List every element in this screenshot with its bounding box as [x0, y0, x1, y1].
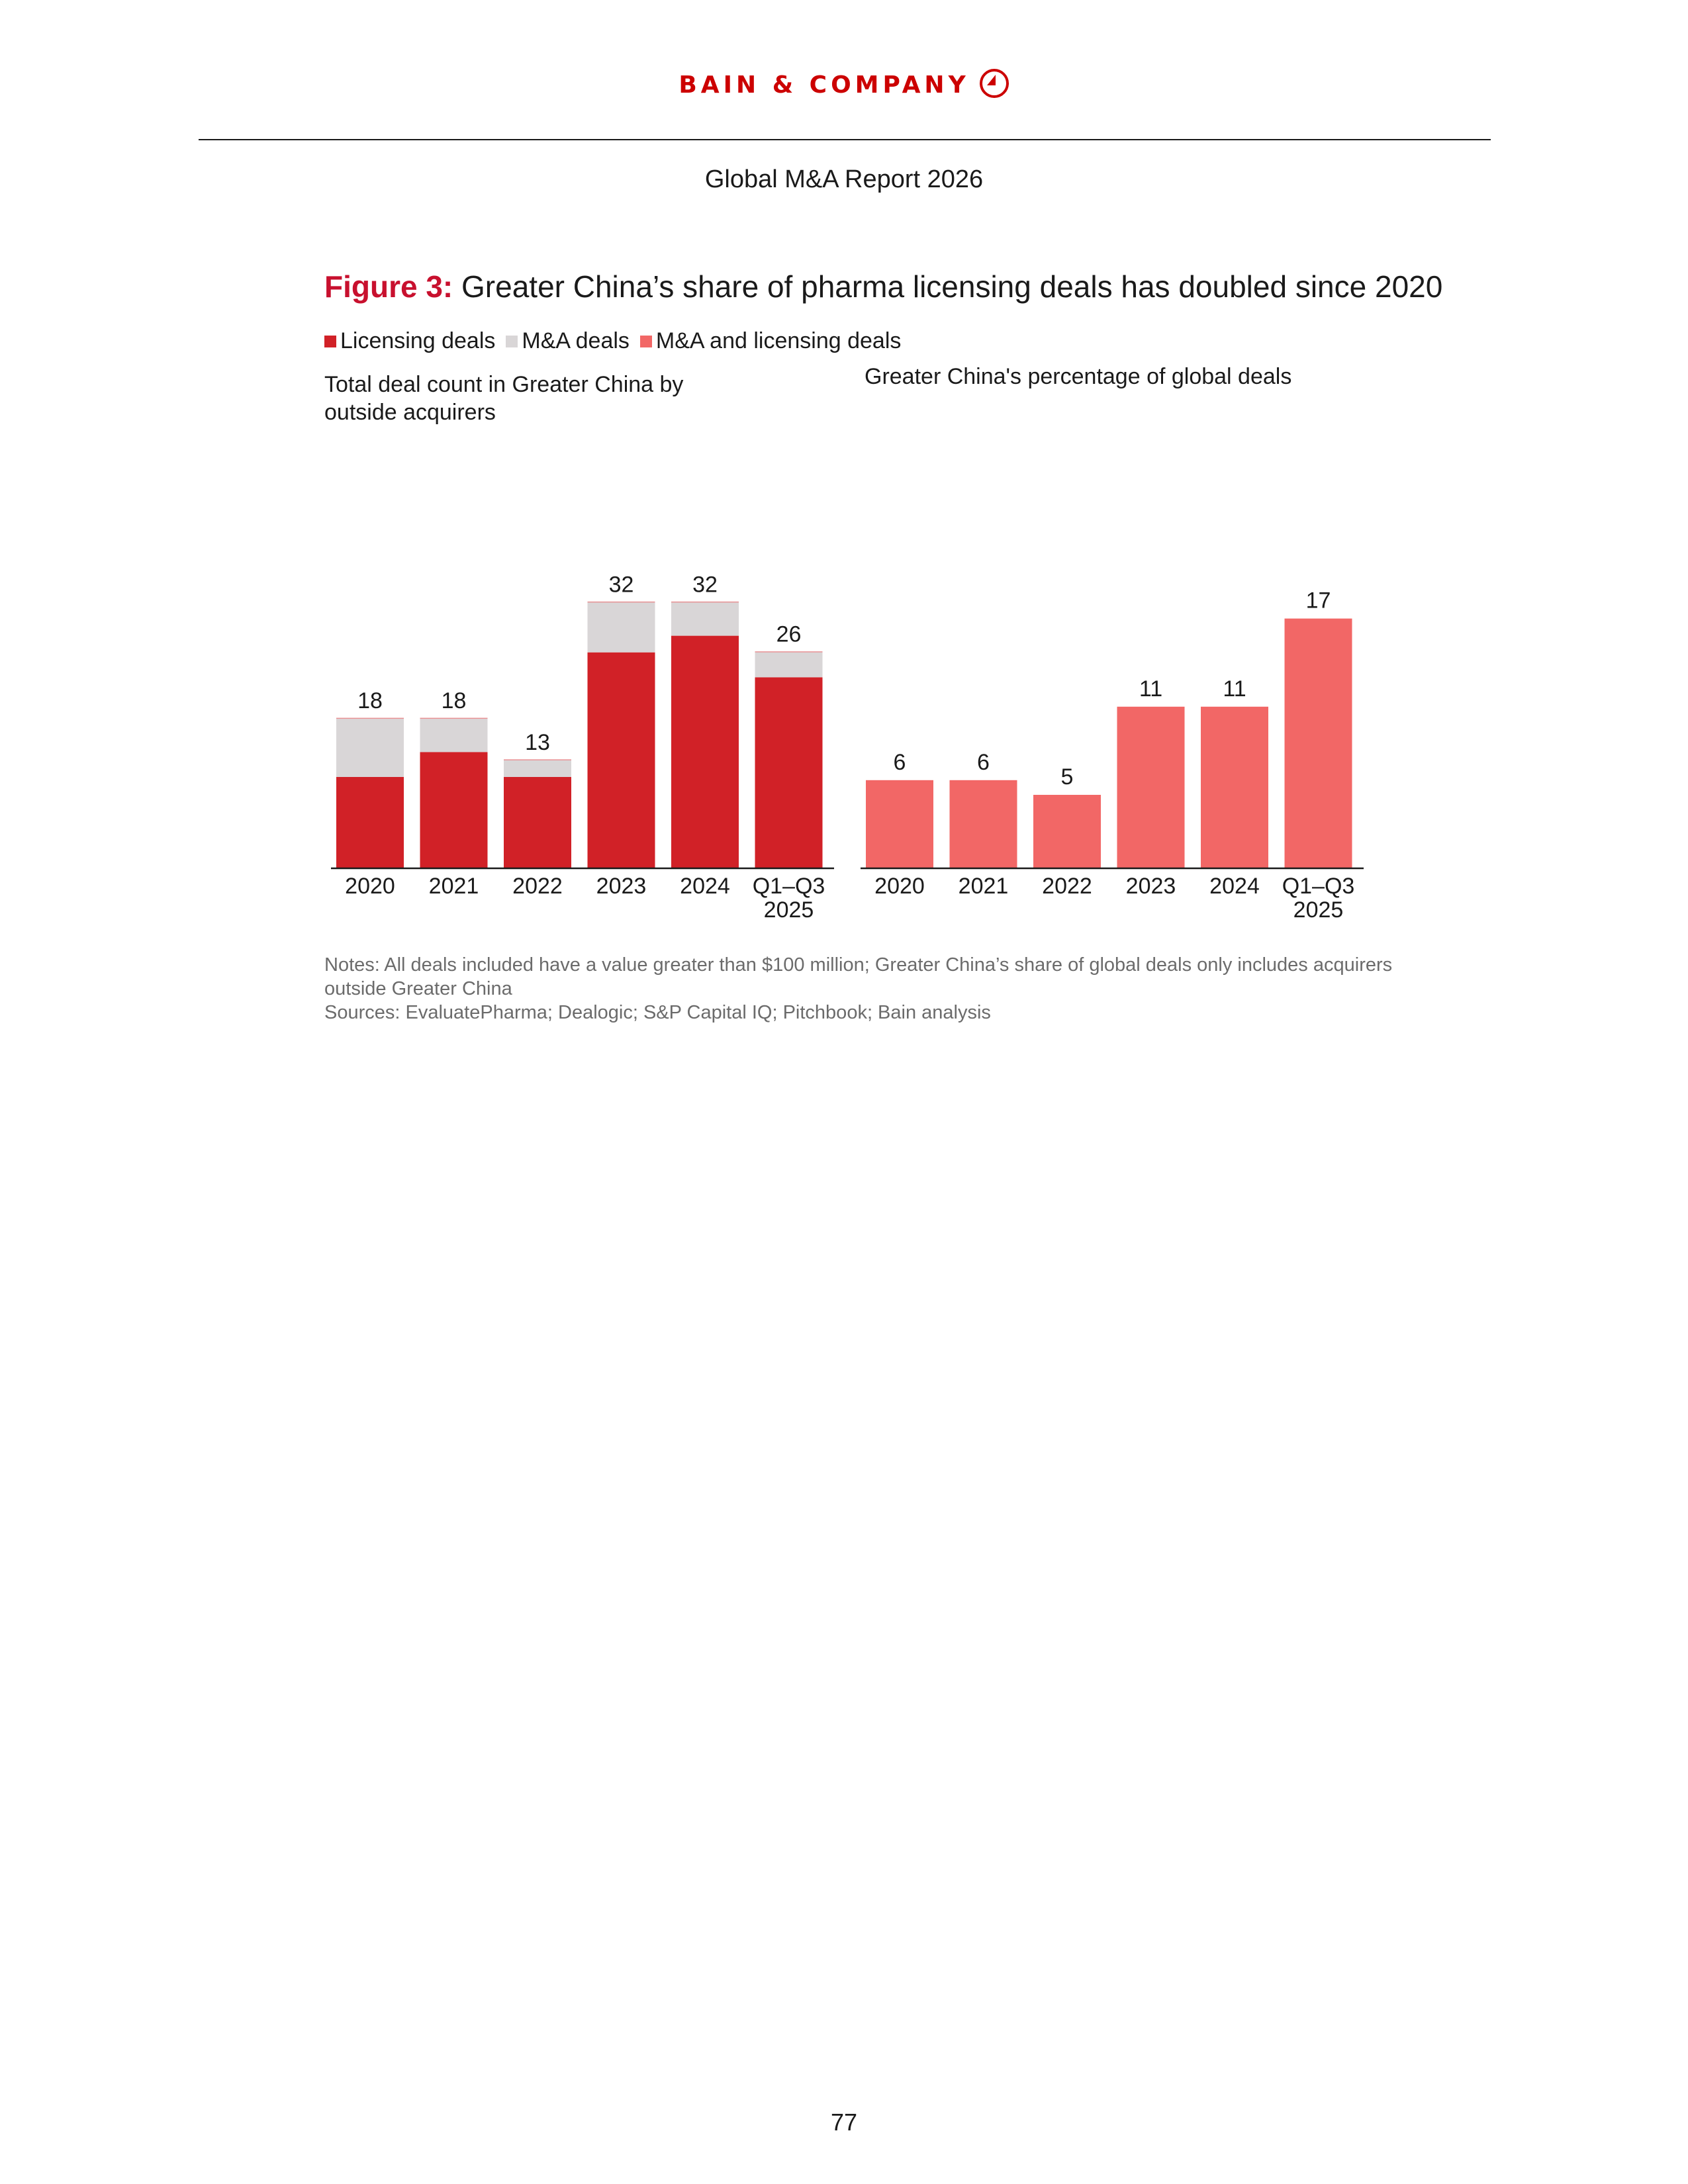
header-divider	[199, 139, 1491, 140]
bar-ma-1	[420, 719, 488, 752]
right-x-tick-4: 2024	[1209, 874, 1260, 899]
bar-top-edge-2	[504, 759, 571, 760]
deals-chart: 18202018202113202232202332202426Q1–Q3202…	[331, 572, 1364, 923]
bar-share-4	[1201, 706, 1268, 868]
total-label-0: 18	[357, 688, 383, 713]
page-number: 77	[830, 2109, 858, 2136]
left-x-tick-0: 2020	[345, 874, 395, 899]
notes-text: Notes: All deals included have a value g…	[324, 954, 1393, 999]
total-label-2: 13	[525, 730, 550, 755]
share-label-4: 11	[1223, 676, 1246, 702]
legend-swatch-licensing	[324, 335, 336, 347]
bar-ma-4	[671, 602, 739, 636]
report-title: Global M&A Report 2026	[704, 165, 984, 193]
right-x-tick-2: 2022	[1042, 874, 1092, 899]
legend-swatch-ma-licensing	[639, 335, 652, 347]
bar-top-edge-3	[587, 601, 655, 603]
legend-label-ma: M&A deals	[522, 328, 630, 353]
bar-ma-3	[587, 602, 655, 653]
figure-label: Figure 3:	[324, 269, 453, 304]
bar-ma-5	[755, 652, 823, 678]
bar-licensing-5	[755, 677, 823, 868]
brand-name: BAIN & COMPANY	[679, 71, 970, 99]
bar-share-5	[1284, 618, 1352, 868]
share-label-0: 6	[894, 750, 906, 775]
legend-item-ma-licensing: M&A and licensing deals	[639, 328, 902, 354]
bar-top-edge-4	[671, 601, 739, 603]
right-x-tick-1: 2021	[959, 874, 1009, 899]
bar-share-2	[1033, 795, 1101, 868]
legend-swatch-ma	[506, 335, 518, 347]
figure-title-text: Greater China’s share of pharma licensin…	[461, 269, 1443, 304]
total-label-5: 26	[776, 622, 802, 647]
bar-licensing-1	[420, 752, 488, 868]
left-x-tick-5-line1: Q1–Q3	[753, 874, 825, 899]
brand-logo: BAIN & COMPANY	[0, 69, 1688, 99]
share-label-1: 6	[977, 750, 990, 775]
share-label-5: 17	[1306, 588, 1331, 614]
total-label-4: 32	[692, 572, 718, 597]
bar-top-edge-0	[336, 717, 404, 719]
chart-legend: Licensing deals M&A deals M&A and licens…	[324, 328, 912, 354]
total-label-1: 18	[442, 688, 467, 713]
bar-licensing-3	[587, 652, 655, 868]
figure-title: Figure 3: Greater China’s share of pharm…	[324, 269, 1442, 304]
legend-item-licensing: Licensing deals	[324, 328, 495, 354]
bar-top-edge-5	[755, 651, 823, 653]
compass-logo-icon	[979, 69, 1009, 98]
total-label-3: 32	[609, 572, 634, 597]
bar-ma-0	[336, 719, 404, 777]
share-label-2: 5	[1061, 764, 1074, 790]
legend-label-licensing: Licensing deals	[340, 328, 496, 353]
bar-share-0	[866, 780, 933, 868]
legend-label-ma-licensing: M&A and licensing deals	[655, 328, 902, 353]
right-chart-title: Greater China's percentage of global dea…	[865, 364, 1292, 389]
left-x-tick-2: 2022	[512, 874, 563, 899]
left-x-tick-1: 2021	[429, 874, 479, 899]
bar-licensing-2	[504, 776, 571, 868]
legend-item-ma: M&A deals	[506, 328, 630, 354]
right-x-tick-0: 2020	[874, 874, 925, 899]
figure-notes: Notes: All deals included have a value g…	[324, 953, 1410, 1024]
bar-licensing-4	[671, 635, 739, 868]
sources-text: Sources: EvaluatePharma; Dealogic; S&P C…	[324, 1002, 991, 1023]
right-x-tick-5-line2: 2025	[1293, 897, 1344, 923]
bar-share-3	[1117, 706, 1185, 868]
bar-share-1	[949, 780, 1017, 868]
left-x-tick-4: 2024	[680, 874, 730, 899]
bar-licensing-0	[336, 776, 404, 868]
share-label-3: 11	[1139, 676, 1162, 702]
left-chart-title: Total deal count in Greater China by out…	[324, 372, 684, 425]
left-x-tick-3: 2023	[596, 874, 647, 899]
left-x-tick-5-line2: 2025	[764, 897, 814, 923]
bar-top-edge-1	[420, 717, 488, 719]
right-x-tick-3: 2023	[1126, 874, 1176, 899]
right-x-tick-5-line1: Q1–Q3	[1282, 874, 1355, 899]
bar-ma-2	[504, 760, 571, 777]
